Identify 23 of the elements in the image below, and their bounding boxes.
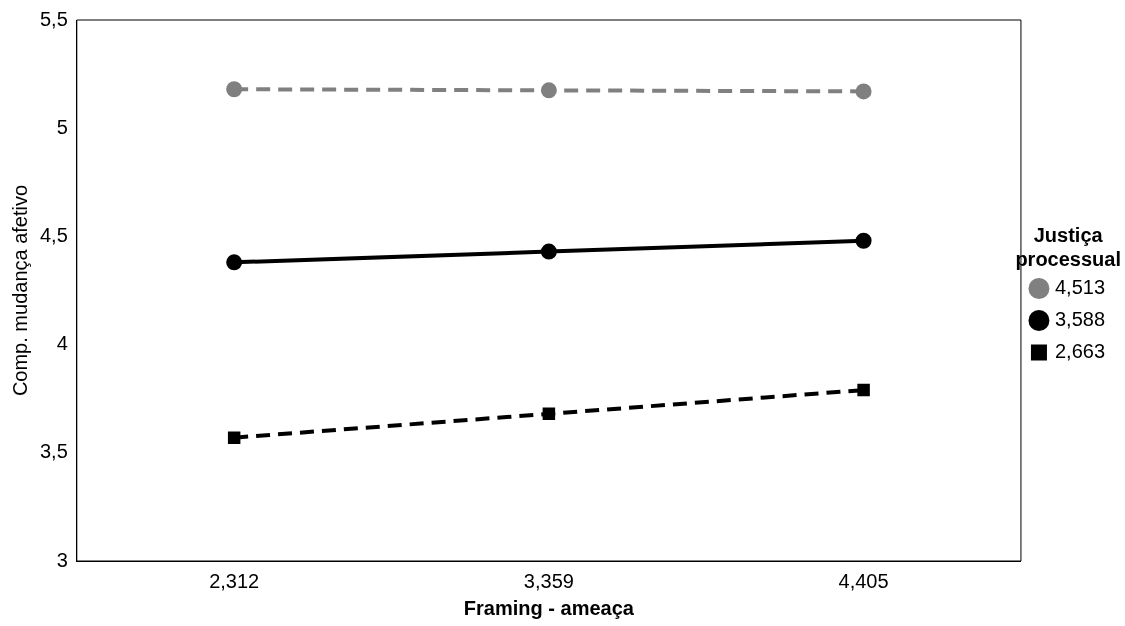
y-tick-label: 5 [56,115,68,138]
x-tick-label: 2,312 [209,569,260,592]
x-tick-label: 3,359 [523,569,574,592]
point [226,81,243,98]
point [855,232,872,249]
point [540,82,557,99]
point [855,83,872,100]
x-axis-title: Framing - ameaça [463,596,635,619]
point [857,383,870,397]
y-tick-label: 3,5 [39,440,68,463]
point [540,243,557,260]
y-tick-label: 4,5 [39,223,68,246]
point [542,407,556,421]
point [227,431,241,444]
legend-label: 4,513 [1054,276,1106,299]
y-tick-label: 3 [56,548,68,571]
y-tick-label: 4 [56,332,68,355]
y-tick-label: 5,5 [39,7,68,30]
y-axis-title: Comp. mudança afetivo [8,184,31,397]
point [226,254,243,271]
legend-label: 2,663 [1054,340,1106,363]
legend-label: 3,588 [1054,308,1106,331]
x-tick-label: 4,405 [838,569,889,592]
